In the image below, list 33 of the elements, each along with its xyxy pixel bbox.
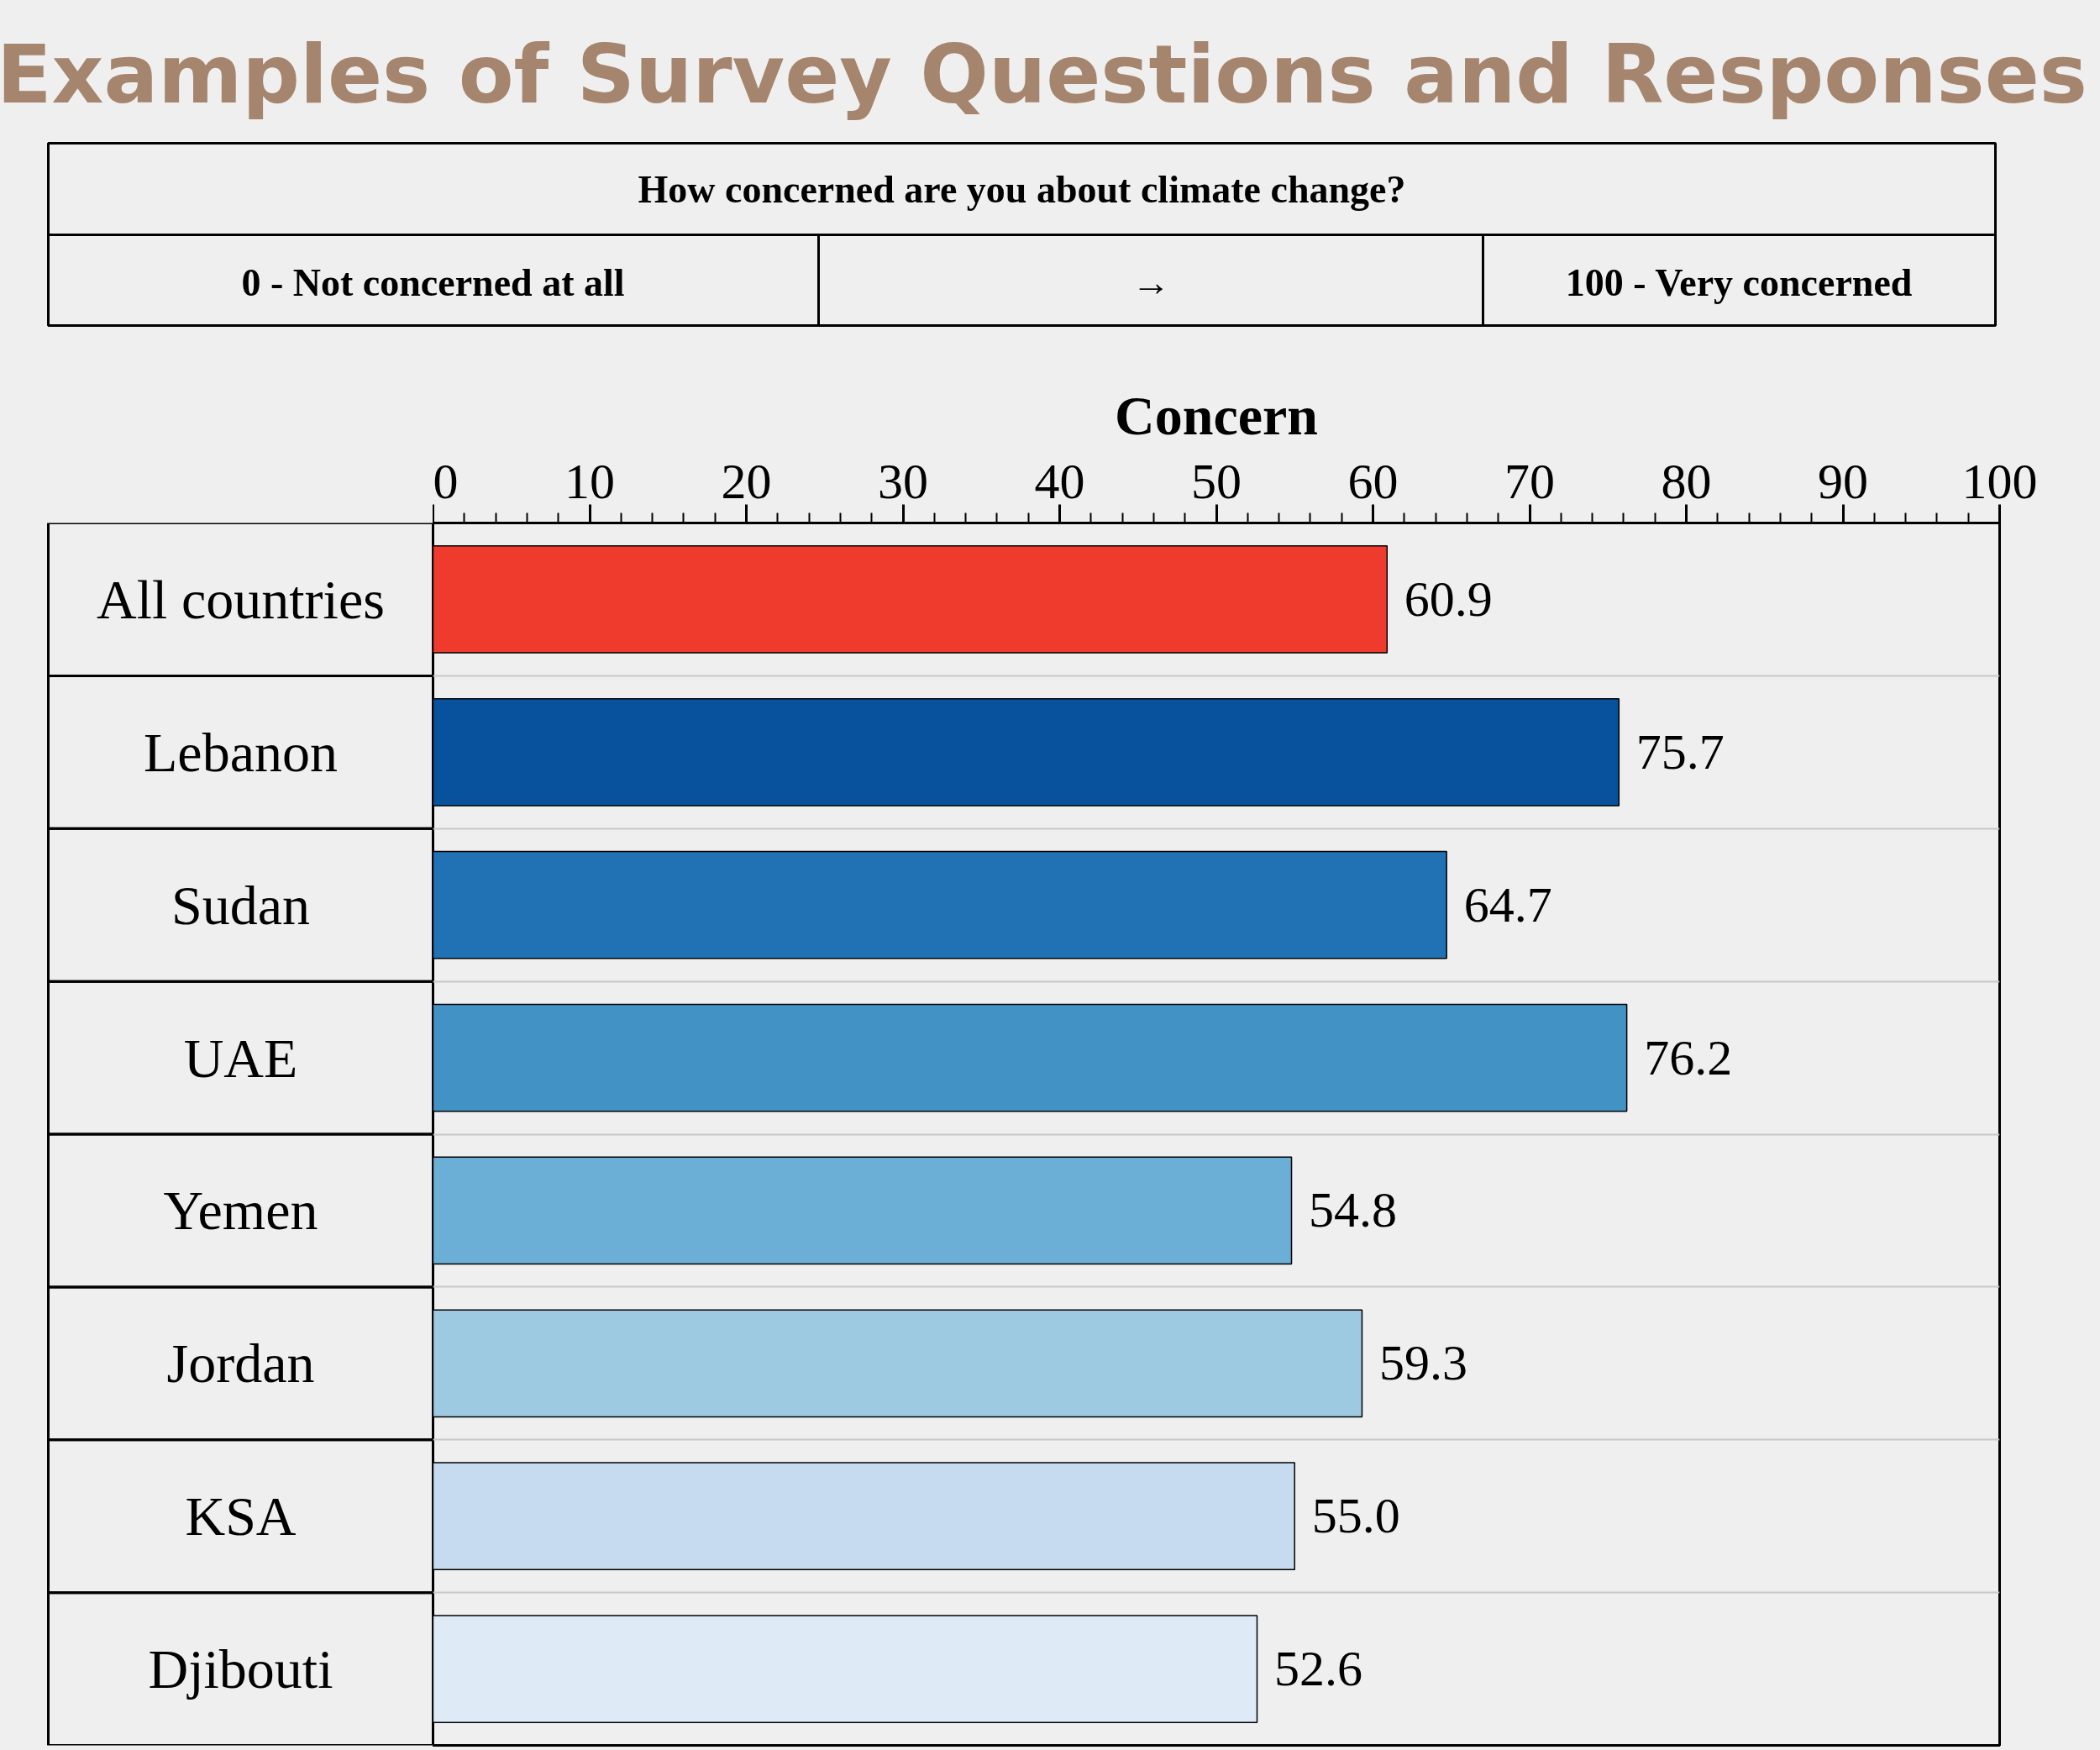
- data-label: 60.9: [1404, 570, 1493, 627]
- text: →: [1131, 261, 1171, 304]
- x-tick-label: 30: [878, 453, 928, 509]
- y-tick-label: All countries: [97, 568, 385, 630]
- data-label: 64.7: [1463, 876, 1552, 933]
- y-tick-label: Djibouti: [148, 1638, 333, 1700]
- x-tick-label: 10: [564, 453, 615, 509]
- data-label: 55.0: [1311, 1488, 1400, 1544]
- x-tick-label: 50: [1191, 453, 1242, 509]
- text: 0 - Not concerned at all: [241, 261, 625, 304]
- x-tick-label: 100: [1961, 453, 2038, 509]
- y-tick-label: Lebanon: [144, 721, 338, 783]
- data-label: 76.2: [1644, 1029, 1733, 1085]
- x-tick-label: 20: [721, 453, 772, 509]
- data-label: 54.8: [1309, 1182, 1398, 1238]
- text: 100 - Very concerned: [1565, 261, 1913, 304]
- y-tick-label: Yemen: [163, 1180, 318, 1242]
- x-tick-label: 40: [1034, 453, 1085, 509]
- x-tick-label: 90: [1818, 453, 1868, 509]
- y-tick-label: Jordan: [166, 1332, 315, 1395]
- x-tick-label: 0: [433, 453, 459, 509]
- data-label: 59.3: [1378, 1335, 1467, 1391]
- y-tick-label: KSA: [185, 1485, 297, 1548]
- y-tick-label: UAE: [183, 1027, 298, 1089]
- x-axis-title: Concern: [1115, 384, 1318, 446]
- y-tick-label: Sudan: [171, 874, 310, 936]
- x-tick-label: 60: [1347, 453, 1399, 509]
- data-label: 75.7: [1635, 723, 1725, 780]
- chart-title: Examples of Survey Questions and Responses: [0, 27, 2087, 122]
- x-tick-label: 70: [1504, 453, 1555, 509]
- x-tick-label: 80: [1661, 453, 1712, 509]
- data-label: 52.6: [1274, 1641, 1363, 1697]
- text: How concerned are you about climate change?: [638, 168, 1406, 211]
